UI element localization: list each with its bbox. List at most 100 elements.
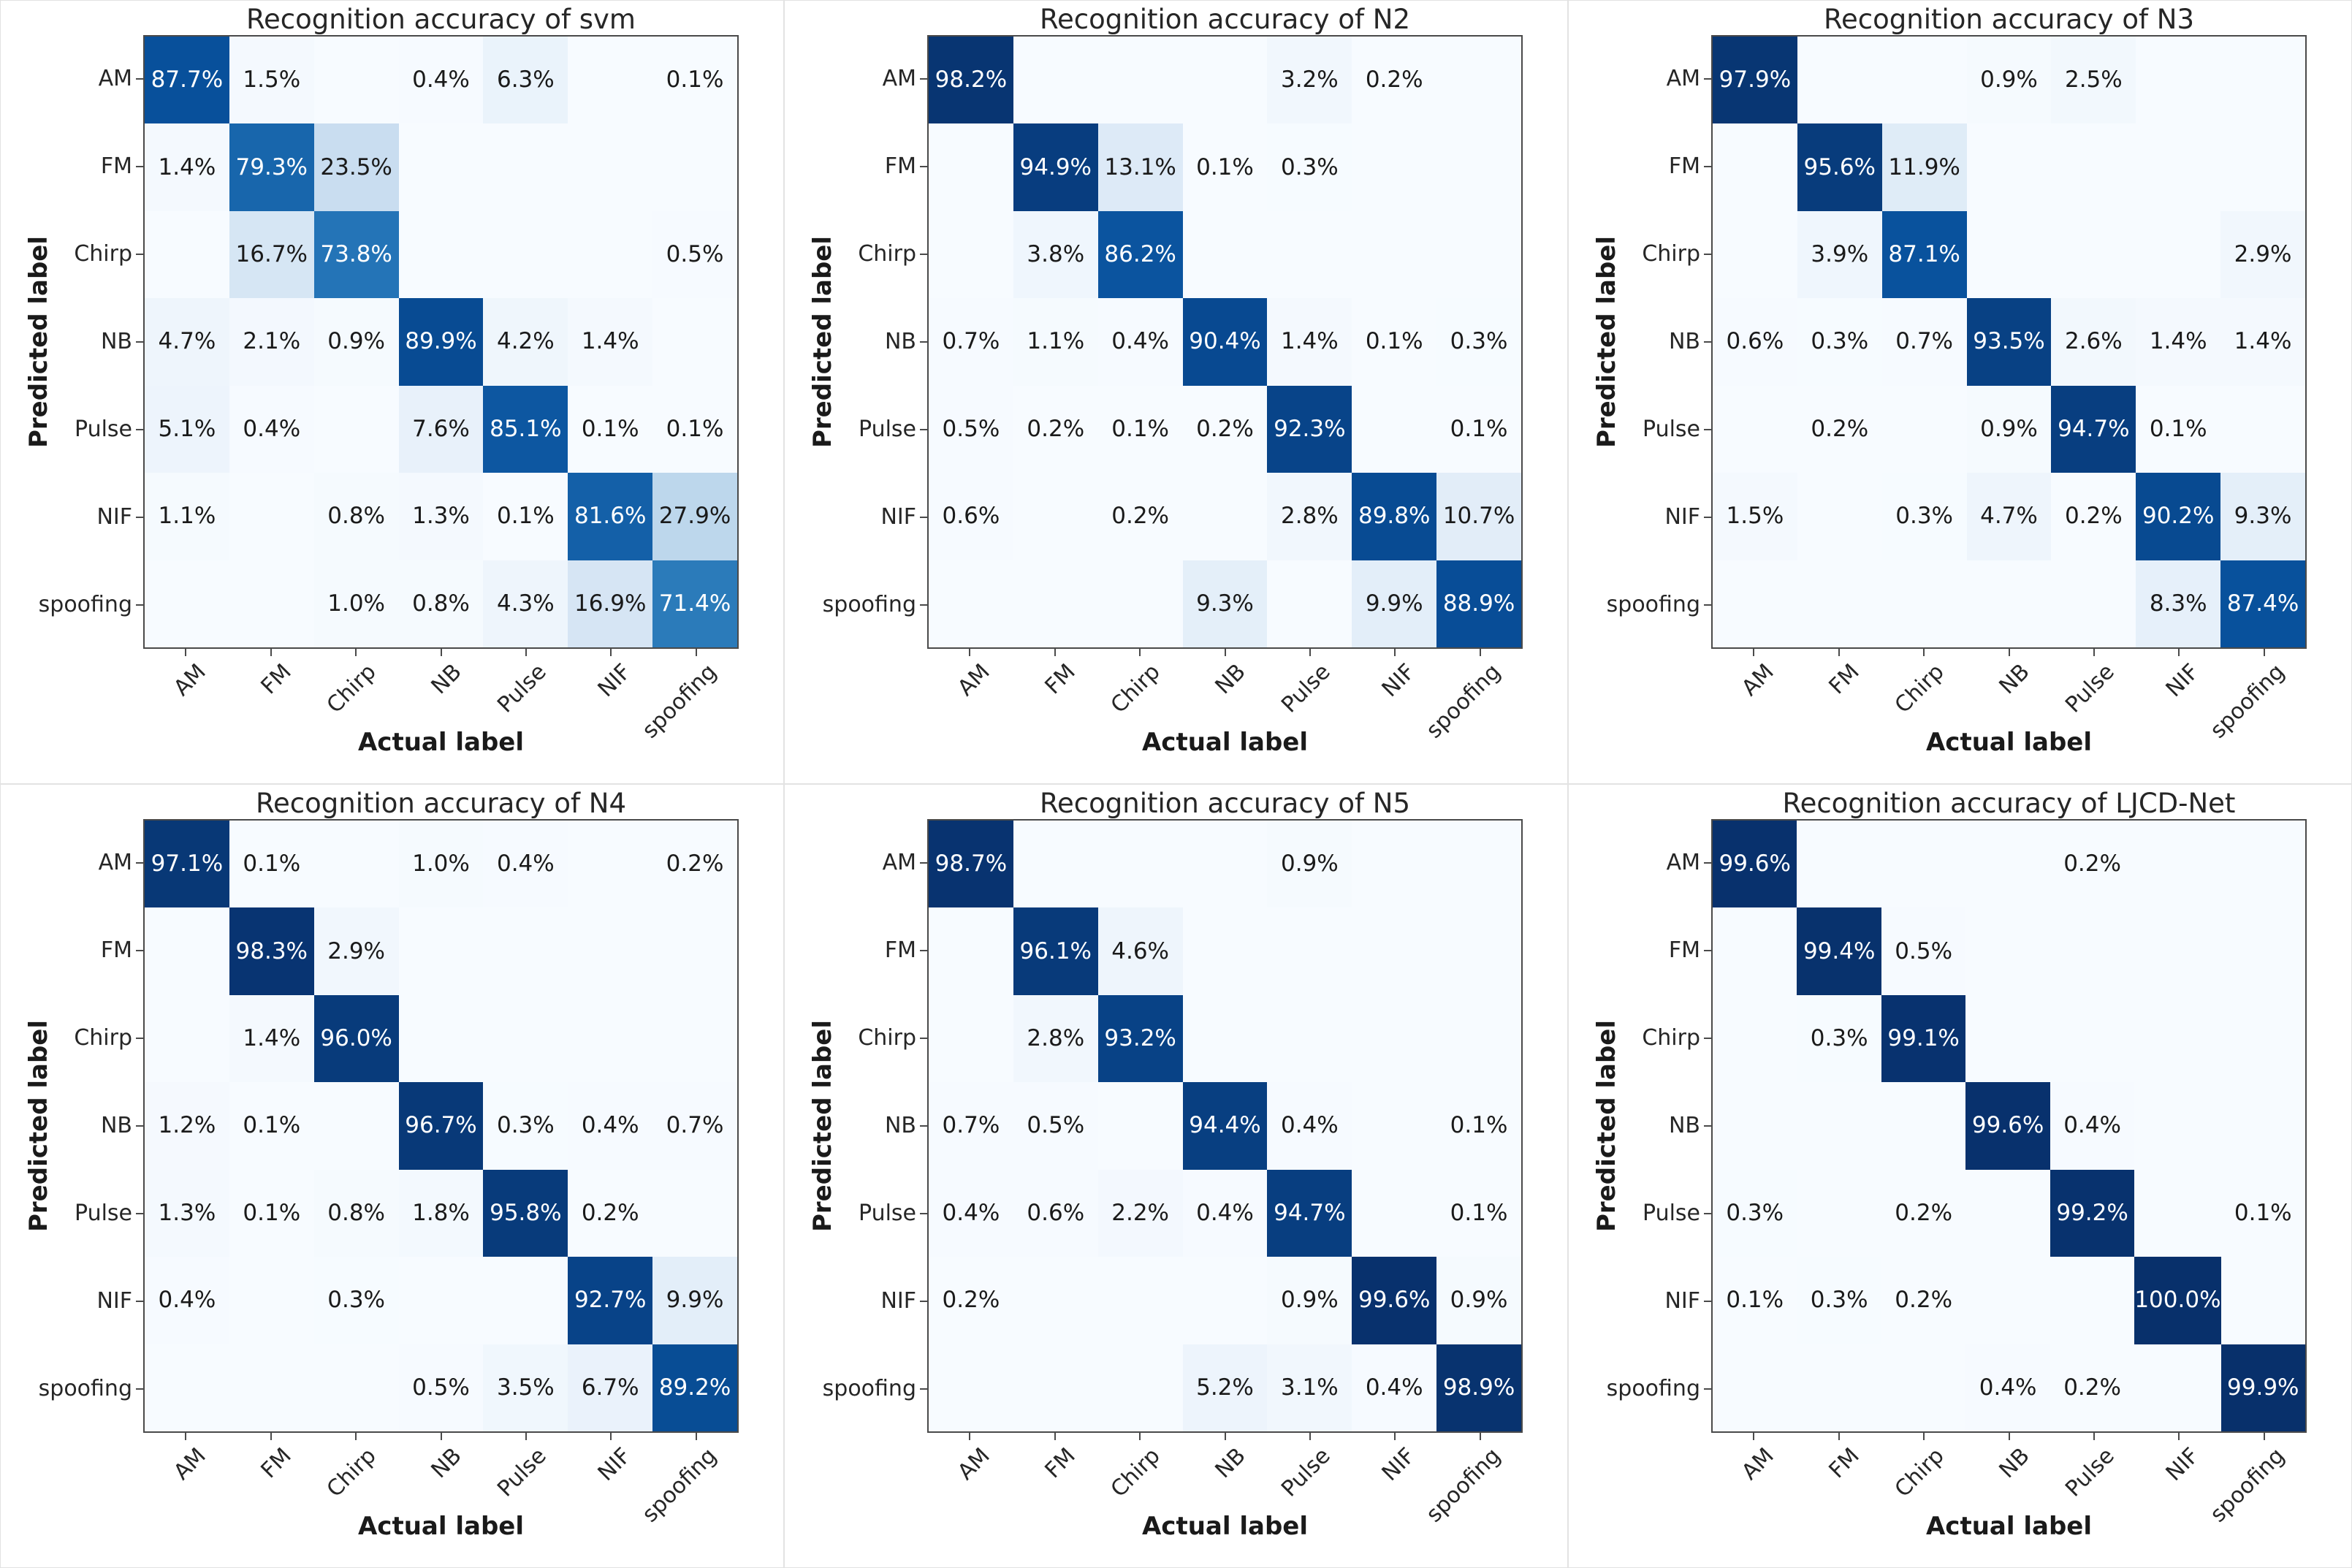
heatmap-cell: [398, 123, 484, 211]
y-tick-label: FM: [884, 937, 916, 963]
y-tick-label: NB: [1668, 1113, 1700, 1138]
heatmap-cell: 0.1%: [1713, 1257, 1797, 1344]
x-tick-mark: [355, 1433, 357, 1440]
y-tick-mark: [1704, 1213, 1711, 1214]
y-tick-mark: [920, 341, 927, 343]
x-tick-mark: [969, 1433, 971, 1440]
heatmap-cell: 92.3%: [1267, 385, 1352, 473]
x-tick-label: Pulse: [1276, 659, 1336, 718]
heatmap-cell: 98.7%: [929, 821, 1013, 908]
heatmap-plot-area: 87.7% 1.5% 0.4% 6.3% 0.1% 1.4% 79.3% 23.5% 16.7%…: [143, 35, 739, 649]
y-tick-mark: [136, 1388, 143, 1390]
heatmap-cell: [1182, 473, 1268, 560]
heatmap-cell: [1097, 1344, 1183, 1431]
x-tick-mark: [1753, 649, 1755, 656]
heatmap-cell: 0.3%: [1881, 473, 1967, 560]
x-tick-label: NIF: [1377, 659, 1421, 703]
heatmap-cell: 2.8%: [1267, 473, 1352, 560]
heatmap-cell: 9.9%: [652, 1257, 737, 1344]
heatmap-cell: [1797, 1344, 1881, 1431]
heatmap-cell: [1352, 994, 1437, 1083]
heatmap-cell: [1797, 1082, 1881, 1170]
heatmap-cell: 1.1%: [145, 473, 229, 560]
figure-title: Recognition accuracy of LJCD-Net: [1782, 788, 2236, 819]
heatmap-cell: [1352, 1082, 1437, 1170]
heatmap-cell: [2134, 994, 2221, 1083]
heatmap-cell: 0.3%: [1797, 298, 1882, 386]
x-tick-mark: [1054, 1433, 1056, 1440]
heatmap-cell: [1881, 1082, 1966, 1170]
heatmap-cell: 8.3%: [2136, 560, 2221, 647]
heatmap-cell: 0.5%: [929, 385, 1013, 473]
heatmap-cell: [313, 821, 399, 908]
x-tick-mark: [610, 1433, 612, 1440]
heatmap-cell: [929, 210, 1013, 299]
y-tick-mark: [1704, 950, 1711, 951]
heatmap-cell: [1797, 821, 1881, 908]
heatmap-plot-area: 99.6% 0.2% 99.4% 0.5% 0.3% 99.1% 99.6% 0.4% 0.3%…: [1711, 819, 2307, 1433]
y-tick-mark: [136, 429, 143, 430]
y-tick-mark: [136, 862, 143, 864]
x-tick-mark: [355, 649, 357, 656]
x-tick-mark: [1309, 1433, 1311, 1440]
heatmap-cell: 2.5%: [2051, 37, 2136, 124]
heatmap-cell: [2220, 1257, 2305, 1344]
heatmap-cell: 1.4%: [2136, 298, 2221, 386]
heatmap-cell: 0.4%: [1182, 1169, 1268, 1257]
heatmap-cell: 0.4%: [145, 1257, 229, 1344]
heatmap-cell: 0.2%: [1352, 37, 1437, 124]
y-tick-label: NIF: [1664, 504, 1700, 530]
heatmap-cell: [1013, 473, 1098, 560]
heatmap-cell: 89.8%: [1352, 473, 1437, 560]
heatmap-cell: 0.1%: [229, 1082, 314, 1170]
x-tick-label: FM: [1040, 659, 1081, 700]
heatmap-cell: [568, 821, 653, 908]
heatmap-cell: [1713, 1344, 1797, 1431]
heatmap-cell: [652, 298, 737, 386]
y-tick-label: NIF: [1664, 1288, 1700, 1314]
x-tick-label: NB: [1994, 659, 2035, 700]
y-tick-mark: [1704, 862, 1711, 864]
x-tick-mark: [2263, 649, 2265, 656]
heatmap-cell: 2.2%: [1097, 1169, 1183, 1257]
y-tick-mark: [920, 517, 927, 518]
y-tick-label: NIF: [880, 504, 916, 530]
x-axis-label: Actual label: [1925, 1512, 2092, 1541]
y-tick-label: AM: [98, 66, 132, 91]
heatmap-cell: [483, 907, 568, 995]
x-tick-mark: [1838, 649, 1840, 656]
heatmap-cell: 1.3%: [398, 473, 484, 560]
heatmap-cell: [1013, 1257, 1098, 1344]
x-tick-label: NB: [1994, 1443, 2035, 1484]
x-tick-mark: [1139, 1433, 1141, 1440]
heatmap-cell: [929, 994, 1013, 1083]
y-tick-mark: [1704, 517, 1711, 518]
heatmap-cell: 0.2%: [1881, 1257, 1966, 1344]
heatmap-plot-area: 97.9% 0.9% 2.5% 95.6% 11.9% 3.9% 87.1% 2.9% 0.6%…: [1711, 35, 2307, 649]
x-tick-label: Chirp: [1105, 1443, 1165, 1503]
y-tick-mark: [920, 1213, 927, 1214]
heatmap-cell: [398, 1257, 484, 1344]
heatmap-cell: [145, 1344, 229, 1431]
heatmap-cell: 0.2%: [2050, 821, 2135, 908]
heatmap-cell: 0.6%: [929, 473, 1013, 560]
y-tick-label: Chirp: [1642, 1025, 1700, 1051]
heatmap-cell: [1713, 1082, 1797, 1170]
heatmap-cell: [1352, 385, 1437, 473]
heatmap-cell: [1097, 821, 1183, 908]
heatmap-cell: 0.3%: [313, 1257, 399, 1344]
heatmap-cell: [1097, 1082, 1183, 1170]
y-tick-label: NIF: [96, 1288, 132, 1314]
x-axis-label: Actual label: [1141, 1512, 1308, 1541]
x-tick-label: NIF: [2161, 1443, 2205, 1487]
heatmap-cell: 0.8%: [398, 560, 484, 647]
x-tick-mark: [1479, 649, 1481, 656]
heatmap-cell: 87.7%: [145, 37, 229, 124]
heatmap-cell: 0.1%: [1097, 385, 1183, 473]
heatmap-cell: [1965, 1169, 2050, 1257]
y-tick-mark: [920, 1388, 927, 1390]
heatmap-cell: 0.3%: [483, 1082, 568, 1170]
heatmap-cell: 98.9%: [1436, 1344, 1521, 1431]
